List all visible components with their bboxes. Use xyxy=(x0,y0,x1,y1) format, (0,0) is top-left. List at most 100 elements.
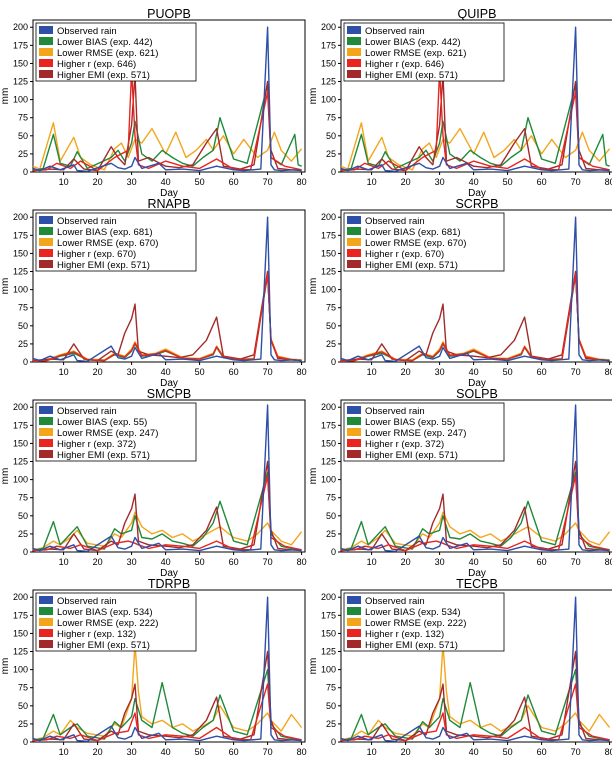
legend-entry: Lower RMSE (exp. 247) xyxy=(365,428,466,439)
y-axis-label: mm xyxy=(0,468,11,485)
series-line-observed xyxy=(340,596,610,742)
legend-entry: Higher EMI (exp. 571) xyxy=(57,260,150,271)
x-tick-label: 10 xyxy=(59,177,69,187)
y-tick-label: 100 xyxy=(13,285,28,295)
legend-swatch-observed xyxy=(39,216,53,224)
y-tick-label: 150 xyxy=(13,58,28,68)
y-tick-label: 200 xyxy=(13,212,28,222)
legend-swatch-r xyxy=(347,439,361,447)
y-tick-label: 125 xyxy=(321,267,336,277)
x-tick-label: 30 xyxy=(127,557,137,567)
y-tick-label: 175 xyxy=(321,230,336,240)
legend-entry: Lower BIAS (exp. 55) xyxy=(57,417,147,428)
x-tick-label: 20 xyxy=(401,747,411,757)
x-tick-label: 10 xyxy=(367,747,377,757)
y-tick-label: 150 xyxy=(13,438,28,448)
chart-title: SMCPB xyxy=(147,387,191,401)
legend-swatch-bias xyxy=(347,227,361,235)
legend-swatch-r xyxy=(39,629,53,637)
y-tick-label: 25 xyxy=(326,719,336,729)
x-tick-label: 30 xyxy=(435,367,445,377)
y-tick-label: 75 xyxy=(326,683,336,693)
x-tick-label: 50 xyxy=(195,177,205,187)
series-line-observed xyxy=(32,596,302,742)
y-tick-label: 50 xyxy=(18,321,28,331)
legend-swatch-observed xyxy=(39,26,53,34)
y-tick-label: 0 xyxy=(23,737,28,747)
series-line-bias xyxy=(32,668,302,742)
legend-swatch-emi xyxy=(347,70,361,78)
y-tick-label: 125 xyxy=(13,457,28,467)
legend-entry: Higher r (exp. 670) xyxy=(57,249,136,260)
legend-entry: Lower BIAS (exp. 534) xyxy=(57,607,153,618)
y-tick-label: 25 xyxy=(18,339,28,349)
x-tick-label: 10 xyxy=(367,177,377,187)
legend-entry: Lower BIAS (exp. 442) xyxy=(365,37,461,48)
legend-swatch-rmse xyxy=(39,618,53,626)
legend-entry: Lower RMSE (exp. 247) xyxy=(57,428,158,439)
x-tick-label: 70 xyxy=(263,177,273,187)
legend-entry: Higher EMI (exp. 571) xyxy=(57,450,150,461)
x-tick-label: 40 xyxy=(469,747,479,757)
chart-tecpb: TECPB 0 25 50 75 100 125 150 175 200 10 20 30 40 50 60 7… xyxy=(308,577,612,757)
legend-swatch-observed xyxy=(347,596,361,604)
legend-swatch-bias xyxy=(39,417,53,425)
legend-entry: Lower BIAS (exp. 681) xyxy=(57,227,153,238)
y-tick-label: 175 xyxy=(321,610,336,620)
x-tick-label: 20 xyxy=(93,177,103,187)
x-tick-label: 60 xyxy=(537,177,547,187)
legend-entry: Higher r (exp. 372) xyxy=(57,439,136,450)
legend-swatch-emi xyxy=(347,640,361,648)
y-tick-label: 75 xyxy=(18,683,28,693)
y-tick-label: 50 xyxy=(326,511,336,521)
series-line-emi xyxy=(32,73,302,172)
chart-title: PUOPB xyxy=(147,7,191,21)
y-tick-label: 200 xyxy=(13,22,28,32)
x-tick-label: 40 xyxy=(469,177,479,187)
x-tick-label: 80 xyxy=(605,747,612,757)
x-tick-label: 20 xyxy=(401,557,411,567)
x-tick-label: 70 xyxy=(571,747,581,757)
x-tick-label: 30 xyxy=(435,177,445,187)
x-tick-label: 70 xyxy=(263,747,273,757)
legend-swatch-bias xyxy=(39,607,53,615)
y-tick-label: 175 xyxy=(13,40,28,50)
y-tick-label: 175 xyxy=(321,420,336,430)
x-tick-label: 50 xyxy=(503,557,513,567)
x-tick-label: 80 xyxy=(605,367,612,377)
chart-title: SOLPB xyxy=(456,387,498,401)
series-line-observed xyxy=(340,404,610,552)
y-tick-label: 25 xyxy=(18,149,28,159)
legend-swatch-rmse xyxy=(347,48,361,56)
x-tick-label: 30 xyxy=(127,367,137,377)
legend-entry: Observed rain xyxy=(57,406,117,417)
legend-entry: Lower RMSE (exp. 670) xyxy=(57,238,158,249)
x-tick-label: 40 xyxy=(161,367,171,377)
legend-entry: Higher EMI (exp. 571) xyxy=(57,70,150,81)
x-tick-label: 40 xyxy=(469,557,479,567)
x-tick-label: 40 xyxy=(161,747,171,757)
x-tick-label: 60 xyxy=(537,747,547,757)
y-tick-label: 25 xyxy=(18,529,28,539)
series-line-r xyxy=(32,273,302,362)
legend-swatch-observed xyxy=(347,406,361,414)
legend-swatch-emi xyxy=(347,450,361,458)
chart-tdrpb: TDRPB 0 25 50 75 100 125 150 175 200 10 20 30 40 50 60 7… xyxy=(0,577,307,757)
legend-entry: Observed rain xyxy=(365,216,425,227)
x-tick-label: 10 xyxy=(367,367,377,377)
legend-swatch-rmse xyxy=(39,428,53,436)
y-tick-label: 150 xyxy=(13,628,28,638)
y-tick-label: 150 xyxy=(321,248,336,258)
x-tick-label: 10 xyxy=(59,557,69,567)
legend-entry: Lower RMSE (exp. 222) xyxy=(57,618,158,629)
legend-entry: Lower RMSE (exp. 222) xyxy=(365,618,466,629)
x-tick-label: 10 xyxy=(367,557,377,567)
legend-swatch-emi xyxy=(39,640,53,648)
y-tick-label: 175 xyxy=(13,420,28,430)
x-tick-label: 80 xyxy=(297,177,307,187)
x-tick-label: 40 xyxy=(469,367,479,377)
y-tick-label: 0 xyxy=(23,167,28,177)
x-tick-label: 70 xyxy=(263,367,273,377)
